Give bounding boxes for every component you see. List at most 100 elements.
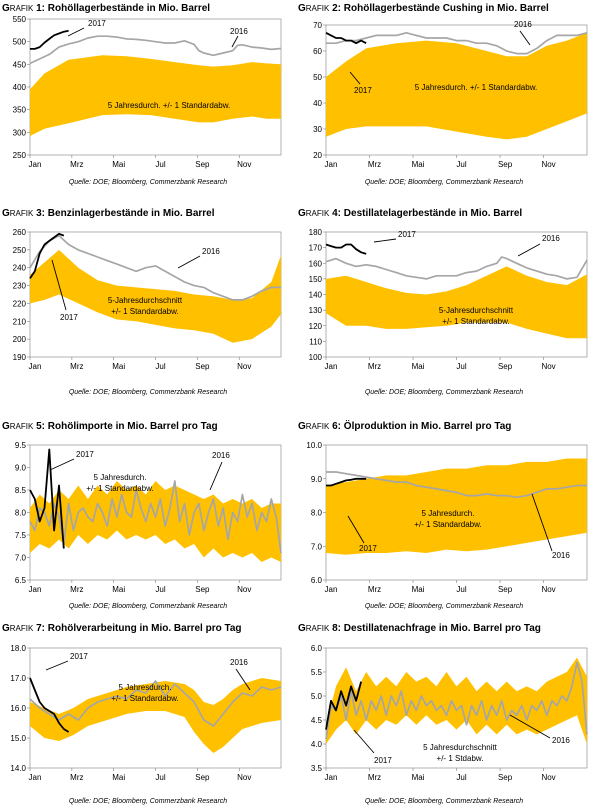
source-note: Quelle: DOE; Bloomberg, Commerzbank Rese… bbox=[365, 798, 523, 805]
chart-panel-6: GRAFIK 6: Ölproduktion in Mio. Barrel pr… bbox=[298, 419, 588, 610]
x-tick-label: Mai bbox=[412, 773, 425, 782]
x-tick-label: Jan bbox=[325, 585, 338, 594]
series-2016-line bbox=[29, 234, 281, 301]
title-text: Rohölimporte in Mio. Barrel pro Tag bbox=[48, 421, 218, 432]
x-tick-label: Jan bbox=[29, 773, 42, 782]
band-legend-text: +/- 1 Standardabw. bbox=[442, 317, 509, 326]
series-2017-line bbox=[325, 32, 367, 45]
y-tick-label: 200 bbox=[13, 335, 27, 344]
x-tick-label: Jan bbox=[325, 362, 338, 371]
title-prefix-initial: G bbox=[2, 3, 10, 14]
x-tick-label: Nov bbox=[541, 362, 555, 371]
x-tick-label: Nov bbox=[541, 160, 555, 169]
chart-title: GRAFIK 3: Benzinlagerbestände in Mio. Ba… bbox=[2, 208, 215, 219]
chart-panel-1: GRAFIK 1: Rohöllagerbestände in Mio. Bar… bbox=[2, 3, 282, 186]
title-text: Ölproduktion in Mio. Barrel pro Tag bbox=[344, 419, 512, 432]
y-tick-label: 260 bbox=[13, 228, 27, 237]
title-prefix-rest: RAFIK bbox=[306, 624, 330, 633]
y-tick-label: 9.5 bbox=[15, 441, 27, 450]
y-tick-label: 220 bbox=[13, 299, 27, 308]
title-number: 2: bbox=[329, 3, 343, 14]
x-tick-label: Mrz bbox=[368, 362, 381, 371]
chart-title: GRAFIK 6: Ölproduktion in Mio. Barrel pr… bbox=[298, 419, 511, 432]
std-band-area bbox=[30, 55, 281, 136]
x-tick-label: Mai bbox=[112, 362, 125, 371]
chart-title: GRAFIK 2: Rohöllagerbestände Cushing in … bbox=[298, 3, 549, 14]
x-tick-label: Nov bbox=[541, 585, 555, 594]
y-tick-label: 180 bbox=[309, 228, 323, 237]
x-tick-label: Mai bbox=[412, 362, 425, 371]
y-tick-label: 7.5 bbox=[15, 531, 27, 540]
band-legend-text: 5 Jahresdurch. bbox=[94, 473, 147, 482]
band-legend-text: 5-Jahresdurchschnitt bbox=[439, 306, 514, 315]
series-2016-line bbox=[326, 471, 587, 499]
title-prefix-initial: G bbox=[298, 421, 306, 432]
title-prefix-rest: RAFIK bbox=[10, 209, 34, 218]
label-2016: 2016 bbox=[552, 551, 570, 560]
x-tick-label: Mrz bbox=[368, 585, 381, 594]
y-tick-label: 20 bbox=[313, 151, 322, 160]
source-note: Quelle: DOE; Bloomberg, Commerzbank Rese… bbox=[365, 179, 523, 186]
title-number: 8: bbox=[329, 623, 343, 634]
series-2017-line bbox=[325, 681, 362, 730]
y-tick-label: 7.0 bbox=[311, 542, 323, 551]
x-tick-label: Jan bbox=[29, 362, 42, 371]
x-tick-label: Jan bbox=[29, 585, 42, 594]
y-tick-label: 6.0 bbox=[311, 644, 323, 653]
std-band-area bbox=[326, 458, 587, 555]
y-tick-label: 190 bbox=[13, 353, 27, 362]
title-prefix-rest: RAFIK bbox=[10, 4, 34, 13]
band-legend-text: +/- 1 Standardabw. bbox=[111, 307, 178, 316]
x-tick-label: Jul bbox=[155, 773, 165, 782]
title-prefix-initial: G bbox=[2, 208, 10, 219]
title-prefix-rest: RAFIK bbox=[306, 209, 330, 218]
source-note: Quelle: DOE; Bloomberg, Commerzbank Rese… bbox=[69, 389, 227, 396]
title-text: Rohöllagerbestände in Mio. Barrel bbox=[48, 3, 210, 14]
arrow-2016 bbox=[519, 30, 531, 46]
y-tick-label: 40 bbox=[313, 99, 322, 108]
x-tick-label: Jul bbox=[155, 362, 165, 371]
x-tick-label: Mrz bbox=[368, 160, 381, 169]
title-prefix-initial: G bbox=[298, 208, 306, 219]
x-tick-label: Sep bbox=[498, 362, 513, 371]
label-2017: 2017 bbox=[398, 230, 416, 239]
band-legend-text: 5 Jahresdurch. bbox=[119, 683, 172, 692]
y-tick-label: 230 bbox=[13, 282, 27, 291]
y-tick-label: 9.0 bbox=[15, 464, 27, 473]
x-tick-label: Jul bbox=[456, 773, 466, 782]
band-legend-text: +/- 1 Standardabw. bbox=[111, 694, 178, 703]
std-band-area bbox=[30, 678, 281, 753]
x-tick-label: Jan bbox=[325, 773, 338, 782]
chart-panel-7: GRAFIK 7: Rohölverarbeitung in Mio. Barr… bbox=[2, 623, 282, 805]
band-legend-text: 5 Jahresdurchschnitt bbox=[423, 743, 498, 752]
y-tick-label: 8.0 bbox=[15, 509, 27, 518]
x-tick-label: Jul bbox=[155, 585, 165, 594]
label-2017: 2017 bbox=[88, 19, 106, 28]
source-note: Quelle: DOE; Bloomberg, Commerzbank Rese… bbox=[69, 603, 227, 610]
y-tick-label: 210 bbox=[13, 317, 27, 326]
band-legend-text: 5 Jahresdurch. +/- 1 Standardabw. bbox=[415, 83, 538, 92]
label-2016: 2016 bbox=[542, 234, 560, 243]
y-tick-label: 14.0 bbox=[10, 764, 26, 773]
y-tick-label: 16.0 bbox=[10, 704, 26, 713]
arrow-2017 bbox=[347, 515, 365, 544]
title-prefix-rest: RAFIK bbox=[10, 422, 34, 431]
y-tick-label: 5.5 bbox=[311, 668, 323, 677]
band-legend-text: 5-Jahresdurchschnitt bbox=[108, 296, 183, 305]
x-tick-label: Sep bbox=[498, 160, 513, 169]
arrow-2017 bbox=[353, 729, 375, 754]
y-tick-label: 150 bbox=[309, 275, 323, 284]
series-2016-line bbox=[29, 35, 282, 65]
y-tick-label: 30 bbox=[313, 125, 322, 134]
band-legend-text: +/- 1 Stdabw. bbox=[437, 754, 484, 763]
chart-title: GRAFIK 8: Destillatenachfrage in Mio. Ba… bbox=[298, 623, 541, 634]
series-2017-line bbox=[29, 232, 65, 279]
y-tick-label: 5.0 bbox=[311, 692, 323, 701]
chart-title: GRAFIK 1: Rohöllagerbestände in Mio. Bar… bbox=[2, 3, 210, 14]
label-2017: 2017 bbox=[76, 450, 94, 459]
x-tick-label: Sep bbox=[195, 585, 210, 594]
arrow-2016 bbox=[509, 714, 551, 739]
x-tick-label: Mai bbox=[112, 585, 125, 594]
x-tick-label: Jul bbox=[456, 585, 466, 594]
